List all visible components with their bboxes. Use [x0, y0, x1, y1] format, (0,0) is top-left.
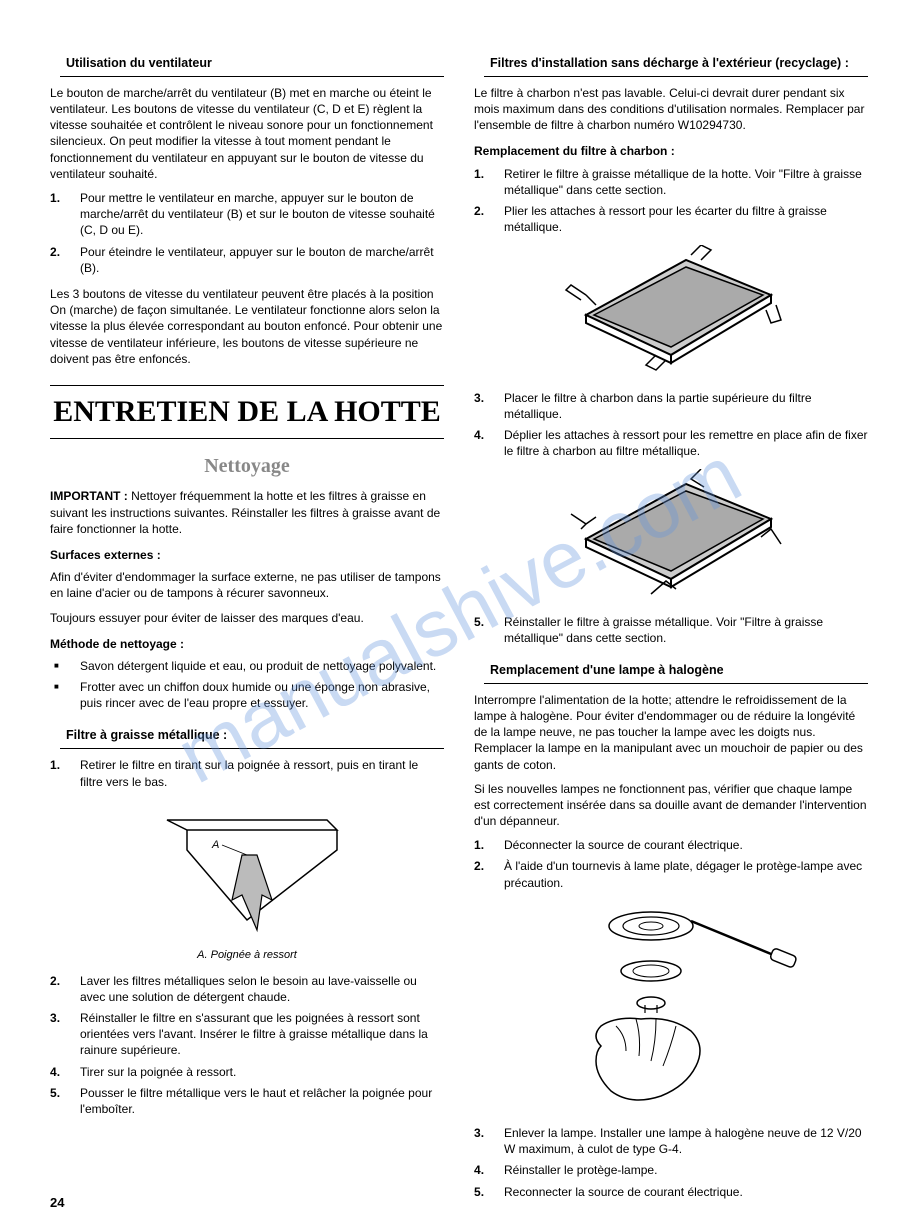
para-important: IMPORTANT : Nettoyer fréquemment la hott…	[50, 488, 444, 537]
important-label: IMPORTANT :	[50, 489, 128, 503]
list-item: Déplier les attaches à ressort pour les …	[474, 427, 868, 459]
list-item: Plier les attaches à ressort pour les éc…	[474, 203, 868, 235]
heading-methode: Méthode de nettoyage :	[50, 636, 444, 652]
list-lampe-a: Déconnecter la source de courant électri…	[474, 837, 868, 891]
filter-svg-1	[556, 245, 786, 375]
list-item: Déconnecter la source de courant électri…	[474, 837, 868, 853]
heading-filtres-recyclage: Filtres d'installation sans décharge à l…	[484, 55, 868, 77]
right-column: Filtres d'installation sans décharge à l…	[474, 55, 868, 1210]
list-item: Réinstaller le protège-lampe.	[474, 1162, 868, 1178]
list-item: Enlever la lampe. Installer une lampe à …	[474, 1125, 868, 1157]
para-charbon: Le filtre à charbon n'est pas lavable. C…	[474, 85, 868, 134]
list-methode: Savon détergent liquide et eau, ou produ…	[50, 658, 444, 712]
heading-lampe: Remplacement d'une lampe à halogène	[484, 662, 868, 684]
filter-svg-2	[556, 469, 786, 599]
figure-filter-1	[474, 245, 868, 379]
list-item: Réinstaller le filtre à graisse métalliq…	[474, 614, 868, 646]
list-lampe-b: Enlever la lampe. Installer une lampe à …	[474, 1125, 868, 1200]
list-item: Réinstaller le filtre en s'assurant que …	[50, 1010, 444, 1059]
list-item: Retirer le filtre à graisse métallique d…	[474, 166, 868, 198]
main-title: ENTRETIEN DE LA HOTTE	[50, 385, 444, 440]
list-item: Pour mettre le ventilateur en marche, ap…	[50, 190, 444, 239]
figure-filter-handle: A A. Poignée à ressort	[50, 800, 444, 963]
figure-label-a: A	[211, 839, 219, 851]
list-filtre-steps-a: Retirer le filtre en tirant sur la poign…	[50, 757, 444, 789]
list-item: Frotter avec un chiffon doux humide ou u…	[50, 679, 444, 711]
list-item: Retirer le filtre en tirant sur la poign…	[50, 757, 444, 789]
page-number: 24	[50, 1194, 64, 1212]
page-columns: Utilisation du ventilateur Le bouton de …	[50, 55, 868, 1210]
lamp-svg	[541, 901, 801, 1111]
heading-remplacement-charbon: Remplacement du filtre à charbon :	[474, 143, 868, 159]
figure-caption: A. Poignée à ressort	[50, 948, 444, 963]
left-column: Utilisation du ventilateur Le bouton de …	[50, 55, 444, 1210]
list-charbon-b: Placer le filtre à charbon dans la parti…	[474, 390, 868, 460]
figure-filter-2	[474, 469, 868, 603]
para-lampe-1: Interrompre l'alimentation de la hotte; …	[474, 692, 868, 773]
list-item: Tirer sur la poignée à ressort.	[50, 1064, 444, 1080]
para-lampe-2: Si les nouvelles lampes ne fonctionnent …	[474, 781, 868, 830]
list-item: À l'aide d'un tournevis à lame plate, dé…	[474, 858, 868, 890]
filter-handle-svg: A	[147, 800, 347, 940]
para-surfaces-1: Afin d'éviter d'endommager la surface ex…	[50, 569, 444, 601]
list-item: Placer le filtre à charbon dans la parti…	[474, 390, 868, 422]
list-ventilateur-steps: Pour mettre le ventilateur en marche, ap…	[50, 190, 444, 276]
para-surfaces-2: Toujours essuyer pour éviter de laisser …	[50, 610, 444, 626]
sub-title-nettoyage: Nettoyage	[50, 453, 444, 480]
list-item: Pousser le filtre métallique vers le hau…	[50, 1085, 444, 1117]
list-filtre-steps-b: Laver les filtres métalliques selon le b…	[50, 973, 444, 1118]
list-item: Pour éteindre le ventilateur, appuyer su…	[50, 244, 444, 276]
heading-filtre-graisse: Filtre à graisse métallique :	[60, 727, 444, 749]
figure-lamp	[474, 901, 868, 1115]
list-item: Reconnecter la source de courant électri…	[474, 1184, 868, 1200]
heading-surfaces: Surfaces externes :	[50, 547, 444, 563]
list-charbon-a: Retirer le filtre à graisse métallique d…	[474, 166, 868, 236]
list-charbon-c: Réinstaller le filtre à graisse métalliq…	[474, 614, 868, 646]
heading-ventilateur: Utilisation du ventilateur	[60, 55, 444, 77]
para-ventilateur-note: Les 3 boutons de vitesse du ventilateur …	[50, 286, 444, 367]
para-ventilateur-intro: Le bouton de marche/arrêt du ventilateur…	[50, 85, 444, 182]
list-item: Laver les filtres métalliques selon le b…	[50, 973, 444, 1005]
list-item: Savon détergent liquide et eau, ou produ…	[50, 658, 444, 674]
